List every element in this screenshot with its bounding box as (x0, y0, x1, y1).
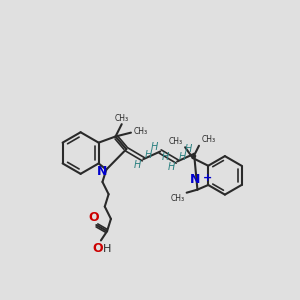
Text: H: H (179, 152, 186, 162)
Text: O: O (88, 211, 98, 224)
Text: H: H (103, 244, 111, 254)
Text: H: H (185, 144, 192, 154)
Text: H: H (145, 150, 152, 160)
Text: CH₃: CH₃ (170, 194, 184, 203)
Text: +: + (203, 173, 212, 183)
Text: N: N (190, 173, 200, 186)
Text: N: N (97, 165, 107, 178)
Text: H: H (162, 152, 169, 162)
Text: CH₃: CH₃ (133, 128, 147, 136)
Text: CH₃: CH₃ (201, 135, 215, 144)
Text: H: H (134, 160, 142, 170)
Text: H: H (151, 142, 158, 152)
Text: CH₃: CH₃ (115, 114, 129, 123)
Text: H: H (168, 162, 176, 172)
Text: O: O (92, 242, 103, 255)
Text: CH₃: CH₃ (169, 137, 183, 146)
